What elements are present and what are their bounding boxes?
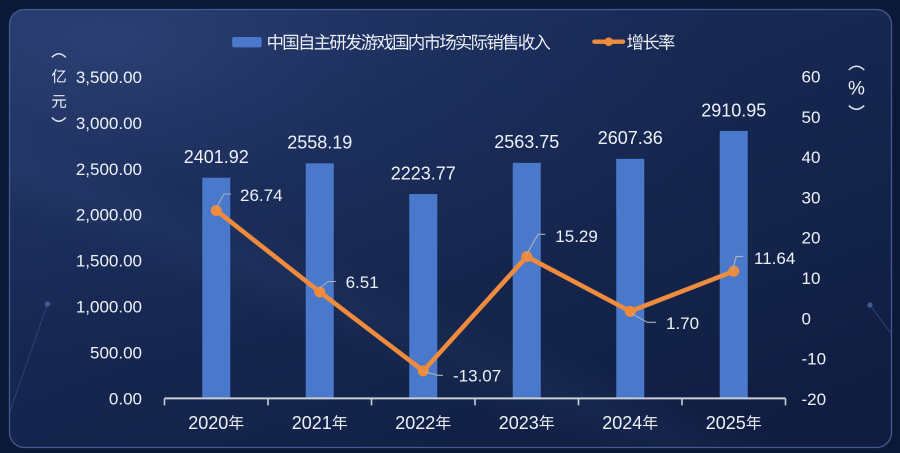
svg-text:1,000.00: 1,000.00 (76, 298, 142, 317)
svg-text:0: 0 (802, 309, 811, 328)
svg-text:6.51: 6.51 (346, 273, 379, 292)
svg-text:2401.92: 2401.92 (184, 147, 249, 167)
svg-text:20: 20 (802, 229, 821, 248)
svg-text:2020: 2020 (188, 413, 228, 433)
svg-text:0.00: 0.00 (109, 390, 142, 409)
svg-text:2023: 2023 (499, 413, 539, 433)
svg-text:-13.07: -13.07 (453, 366, 501, 385)
svg-text:2,000.00: 2,000.00 (76, 206, 142, 225)
svg-text:1.70: 1.70 (666, 314, 699, 333)
svg-text:2021: 2021 (292, 413, 332, 433)
svg-text:1,500.00: 1,500.00 (76, 252, 142, 271)
svg-text:3,000.00: 3,000.00 (76, 114, 142, 133)
svg-text:15.29: 15.29 (555, 227, 598, 246)
svg-text:30: 30 (802, 188, 821, 207)
svg-text:2024: 2024 (602, 413, 642, 433)
svg-text:2563.75: 2563.75 (494, 132, 559, 152)
svg-text:60: 60 (802, 68, 821, 87)
svg-text:-20: -20 (802, 390, 827, 409)
svg-text:26.74: 26.74 (240, 186, 283, 205)
svg-text:40: 40 (802, 148, 821, 167)
svg-text:10: 10 (802, 269, 821, 288)
svg-text:2025: 2025 (706, 413, 746, 433)
svg-text:500.00: 500.00 (90, 344, 142, 363)
svg-text:50: 50 (802, 108, 821, 127)
svg-text:2022: 2022 (395, 413, 435, 433)
svg-text:2910.95: 2910.95 (701, 100, 766, 120)
svg-text:11.64: 11.64 (754, 249, 795, 268)
svg-text:2,500.00: 2,500.00 (76, 160, 142, 179)
svg-text:-10: -10 (802, 350, 827, 369)
svg-text:%: % (848, 79, 865, 100)
svg-text:2558.19: 2558.19 (287, 133, 352, 153)
svg-text:3,500.00: 3,500.00 (76, 68, 142, 87)
svg-text:2607.36: 2607.36 (598, 128, 663, 148)
svg-text:2223.77: 2223.77 (391, 163, 456, 183)
